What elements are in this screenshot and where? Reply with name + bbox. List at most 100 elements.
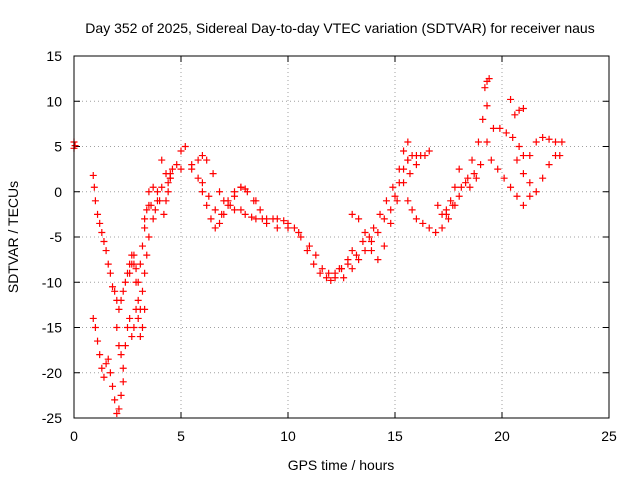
- y-tick-label: 5: [54, 139, 62, 155]
- data-point: [90, 183, 98, 191]
- data-point: [231, 206, 238, 214]
- data-point: [104, 355, 112, 363]
- x-tick-label: 25: [601, 428, 617, 444]
- data-point: [513, 156, 521, 164]
- x-tick-label: 10: [280, 428, 296, 444]
- data-point: [502, 129, 510, 137]
- data-point: [348, 265, 356, 273]
- data-point: [145, 233, 153, 241]
- data-point: [141, 215, 149, 223]
- data-point: [252, 215, 260, 223]
- series-late-high-points: [481, 75, 515, 103]
- data-point: [485, 75, 493, 83]
- data-point: [340, 274, 348, 282]
- data-point: [468, 156, 476, 164]
- data-point: [532, 138, 540, 146]
- data-point: [481, 84, 489, 92]
- data-point: [406, 170, 414, 178]
- series-early-positive-points: [70, 138, 79, 152]
- data-point: [545, 161, 553, 169]
- data-point: [359, 238, 367, 246]
- y-tick-label: -25: [42, 410, 62, 426]
- data-point: [164, 179, 172, 187]
- data-point: [211, 224, 219, 232]
- data-point: [434, 201, 442, 209]
- data-point: [370, 224, 378, 232]
- data-point: [162, 170, 170, 178]
- data-point: [198, 179, 206, 187]
- data-point: [237, 206, 245, 214]
- y-tick-label: -15: [42, 320, 62, 336]
- data-point: [325, 269, 333, 277]
- series-evening-rise-track-c: [348, 161, 420, 264]
- data-point: [374, 256, 382, 264]
- data-point: [545, 135, 553, 143]
- data-point: [203, 201, 211, 209]
- data-point: [153, 188, 161, 196]
- data-point: [419, 219, 427, 227]
- data-point: [404, 156, 412, 164]
- data-point: [408, 206, 416, 214]
- data-point: [198, 152, 206, 160]
- data-point: [290, 224, 298, 232]
- data-point: [237, 183, 245, 191]
- data-point: [515, 106, 523, 114]
- data-point: [102, 247, 110, 255]
- series-late-track-f: [511, 104, 527, 119]
- data-point: [500, 174, 508, 182]
- data-point: [539, 133, 547, 141]
- data-point: [464, 174, 472, 182]
- data-point: [558, 138, 566, 146]
- data-point: [421, 152, 429, 160]
- chart-title: Day 352 of 2025, Sidereal Day-to-day VTE…: [85, 20, 594, 36]
- data-point: [121, 278, 129, 286]
- data-point: [303, 247, 311, 255]
- data-point: [149, 183, 157, 191]
- data-point: [361, 247, 369, 255]
- data-point: [455, 165, 463, 173]
- data-point: [462, 179, 470, 187]
- data-point: [526, 179, 534, 187]
- data-point: [295, 228, 303, 236]
- data-point: [552, 138, 559, 146]
- series-main-track-mid: [198, 179, 264, 218]
- series-evening-rise-track-b: [340, 156, 412, 282]
- data-point: [352, 251, 360, 259]
- data-point: [141, 305, 149, 313]
- data-point: [143, 206, 151, 214]
- data-point: [117, 391, 125, 399]
- data-point: [391, 192, 399, 200]
- data-point: [126, 314, 134, 322]
- data-point: [119, 287, 127, 295]
- data-point: [145, 188, 153, 196]
- data-point: [466, 183, 474, 191]
- data-point: [515, 143, 523, 150]
- data-point: [158, 183, 166, 191]
- data-point: [111, 396, 119, 404]
- data-point: [355, 256, 363, 264]
- data-point: [355, 215, 363, 223]
- y-tick-label: -5: [50, 229, 63, 245]
- data-point: [109, 283, 117, 291]
- data-point: [143, 251, 151, 259]
- data-point: [556, 152, 564, 160]
- data-point: [539, 174, 547, 182]
- x-tick-label: 0: [70, 428, 78, 444]
- data-point: [138, 287, 146, 295]
- data-point: [513, 192, 521, 200]
- data-point: [316, 269, 324, 277]
- data-point: [489, 124, 497, 132]
- data-point: [393, 197, 401, 205]
- data-point: [94, 337, 102, 345]
- data-point: [98, 364, 106, 372]
- data-point: [100, 238, 108, 246]
- data-point: [207, 215, 215, 223]
- series-evening-rise-track-a: [338, 138, 412, 273]
- data-point: [387, 206, 395, 214]
- data-point: [404, 197, 412, 205]
- data-point: [224, 201, 232, 209]
- data-point: [128, 333, 136, 341]
- series-early-dense-cluster-mid: [126, 170, 174, 286]
- series-main-track-upper: [166, 152, 343, 284]
- data-point: [365, 233, 373, 241]
